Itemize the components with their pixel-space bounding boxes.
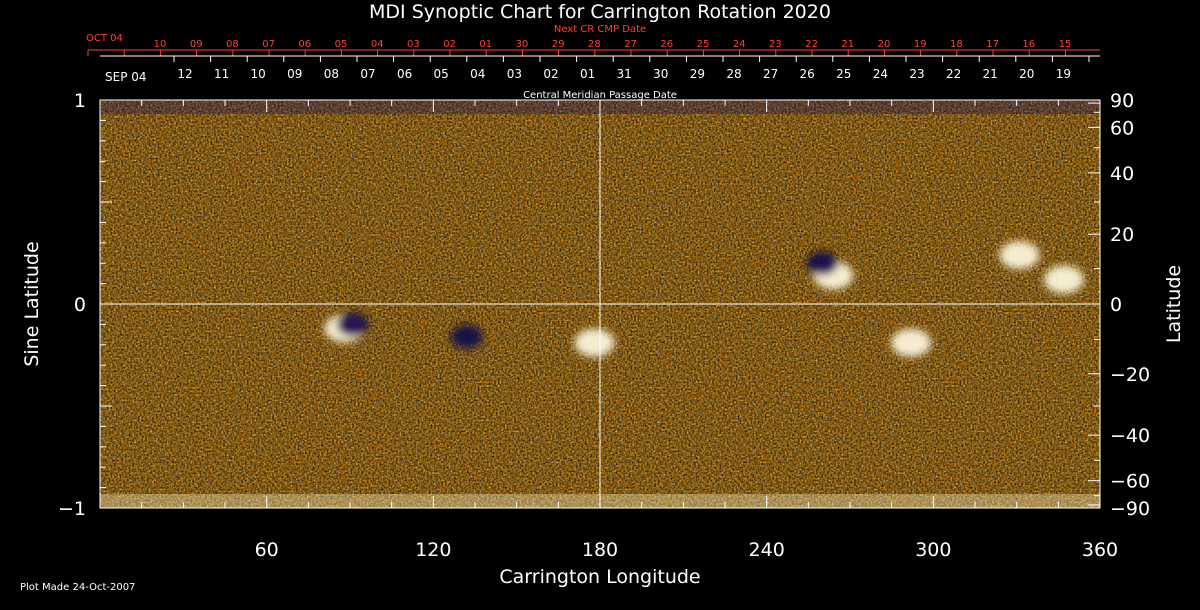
- negative-polarity-region: [806, 251, 839, 276]
- cmp-date-label: 23: [909, 67, 924, 81]
- chart-title: MDI Synoptic Chart for Carrington Rotati…: [369, 1, 831, 23]
- cmp-axis-label: Central Meridian Passage Date: [523, 90, 677, 101]
- lat-tick-label: −90: [1110, 498, 1150, 520]
- cmp-date-label: 07: [360, 67, 375, 81]
- positive-polarity-region: [1043, 265, 1084, 294]
- negative-polarity-region: [336, 312, 369, 337]
- lat-tick-label: 0: [1110, 294, 1122, 316]
- next-cr-axis-label: Next CR CMP Date: [554, 24, 646, 35]
- next-cr-date-label: 27: [624, 39, 637, 50]
- cmp-date-label: 09: [287, 67, 302, 81]
- x-tick-label: 300: [915, 539, 951, 561]
- cmp-date-label: 08: [324, 67, 339, 81]
- next-cr-date-label: 15: [1059, 39, 1072, 50]
- negative-polarity-region: [450, 324, 483, 349]
- cmp-date-label: 19: [1056, 67, 1071, 81]
- plot-area: [100, 100, 1100, 508]
- positive-polarity-region: [891, 328, 932, 357]
- lat-tick-label: −20: [1110, 364, 1150, 386]
- next-cr-start-label: OCT 04: [86, 33, 123, 44]
- x-tick-label: 60: [255, 539, 279, 561]
- next-cr-date-label: 02: [443, 39, 456, 50]
- next-cr-date-label: 25: [697, 39, 710, 50]
- x-tick-label: 120: [415, 539, 451, 561]
- cmp-date-label: 28: [726, 67, 741, 81]
- longitude-axis: 60 120 180 240 300 360: [99, 100, 1118, 561]
- cmp-date-label: 06: [397, 67, 412, 81]
- next-cr-date-label: 19: [914, 39, 927, 50]
- next-cr-date-label: 01: [479, 39, 492, 50]
- lat-tick-label: 40: [1110, 163, 1134, 185]
- next-cr-date-label: 07: [262, 39, 275, 50]
- next-cr-axis: 10 09 08 07 06 05 04 03 02 01 30 29 28 27 26 25 24 23 22 21…: [86, 24, 1100, 56]
- cmp-date-label: 02: [543, 67, 558, 81]
- positive-polarity-region: [999, 241, 1040, 270]
- next-cr-date-label: 29: [552, 39, 565, 50]
- y-tick-label: 1: [74, 90, 86, 112]
- next-cr-date-label: 24: [733, 39, 746, 50]
- cmp-start-label: SEP 04: [105, 70, 147, 84]
- y-tick-label: 0: [74, 294, 86, 316]
- x-axis-label: Carrington Longitude: [499, 566, 700, 588]
- sine-latitude-axis: −1 0 1: [58, 90, 112, 520]
- cmp-date-label: 05: [434, 67, 449, 81]
- next-cr-date-label: 17: [986, 39, 999, 50]
- next-cr-date-label: 16: [1022, 39, 1035, 50]
- y-tick-label: −1: [58, 498, 86, 520]
- cmp-date-label: 21: [983, 67, 998, 81]
- cmp-date-label: 29: [690, 67, 705, 81]
- next-cr-date-label: 04: [371, 39, 384, 50]
- next-cr-date-label: 30: [516, 39, 529, 50]
- plot-made-footnote: Plot Made 24-Oct-2007: [20, 582, 135, 593]
- next-cr-date-label: 06: [298, 39, 311, 50]
- lat-tick-label: 60: [1110, 117, 1134, 139]
- positive-polarity-region: [574, 328, 615, 357]
- y-axis-label: Sine Latitude: [21, 241, 43, 366]
- latitude-axis: 90 60 40 20 0 −20 −40 −60 −90: [1088, 90, 1150, 520]
- next-cr-date-label: 10: [154, 39, 167, 50]
- lat-tick-label: −40: [1110, 425, 1150, 447]
- next-cr-date-label: 28: [588, 39, 601, 50]
- cmp-date-label: 04: [470, 67, 485, 81]
- next-cr-date-label: 20: [878, 39, 891, 50]
- cmp-date-label: 27: [763, 67, 778, 81]
- y2-axis-label: Latitude: [1163, 265, 1185, 343]
- next-cr-date-label: 23: [769, 39, 782, 50]
- next-cr-date-label: 03: [407, 39, 420, 50]
- x-tick-label: 180: [582, 539, 618, 561]
- cmp-date-label: 31: [617, 67, 632, 81]
- cmp-date-label: 20: [1019, 67, 1034, 81]
- next-cr-date-label: 26: [660, 39, 673, 50]
- cmp-date-label: 11: [214, 67, 229, 81]
- next-cr-date-label: 18: [950, 39, 963, 50]
- cmp-date-label: 12: [177, 67, 192, 81]
- next-cr-date-label: 08: [226, 39, 239, 50]
- cmp-date-label: 10: [251, 67, 266, 81]
- cmp-date-label: 22: [946, 67, 961, 81]
- lat-tick-label: −60: [1110, 471, 1150, 493]
- next-cr-date-label: 05: [335, 39, 348, 50]
- x-tick-label: 240: [749, 539, 785, 561]
- lat-tick-label: 20: [1110, 224, 1134, 246]
- next-cr-date-label: 09: [190, 39, 203, 50]
- cmp-date-label: 30: [653, 67, 668, 81]
- cmp-date-axis: 12 11 10 09 08 07 06 05 04 03 02 01 31 30 29 28 27 26 25 24…: [100, 55, 1100, 84]
- cmp-date-label: 24: [873, 67, 888, 81]
- cmp-date-label: 25: [836, 67, 851, 81]
- cmp-date-label: 03: [507, 67, 522, 81]
- next-cr-date-label: 21: [841, 39, 854, 50]
- cmp-date-label: 26: [800, 67, 815, 81]
- lat-tick-label: 90: [1110, 90, 1134, 112]
- x-tick-label: 360: [1082, 539, 1118, 561]
- cmp-date-label: 01: [580, 67, 595, 81]
- next-cr-date-label: 22: [805, 39, 818, 50]
